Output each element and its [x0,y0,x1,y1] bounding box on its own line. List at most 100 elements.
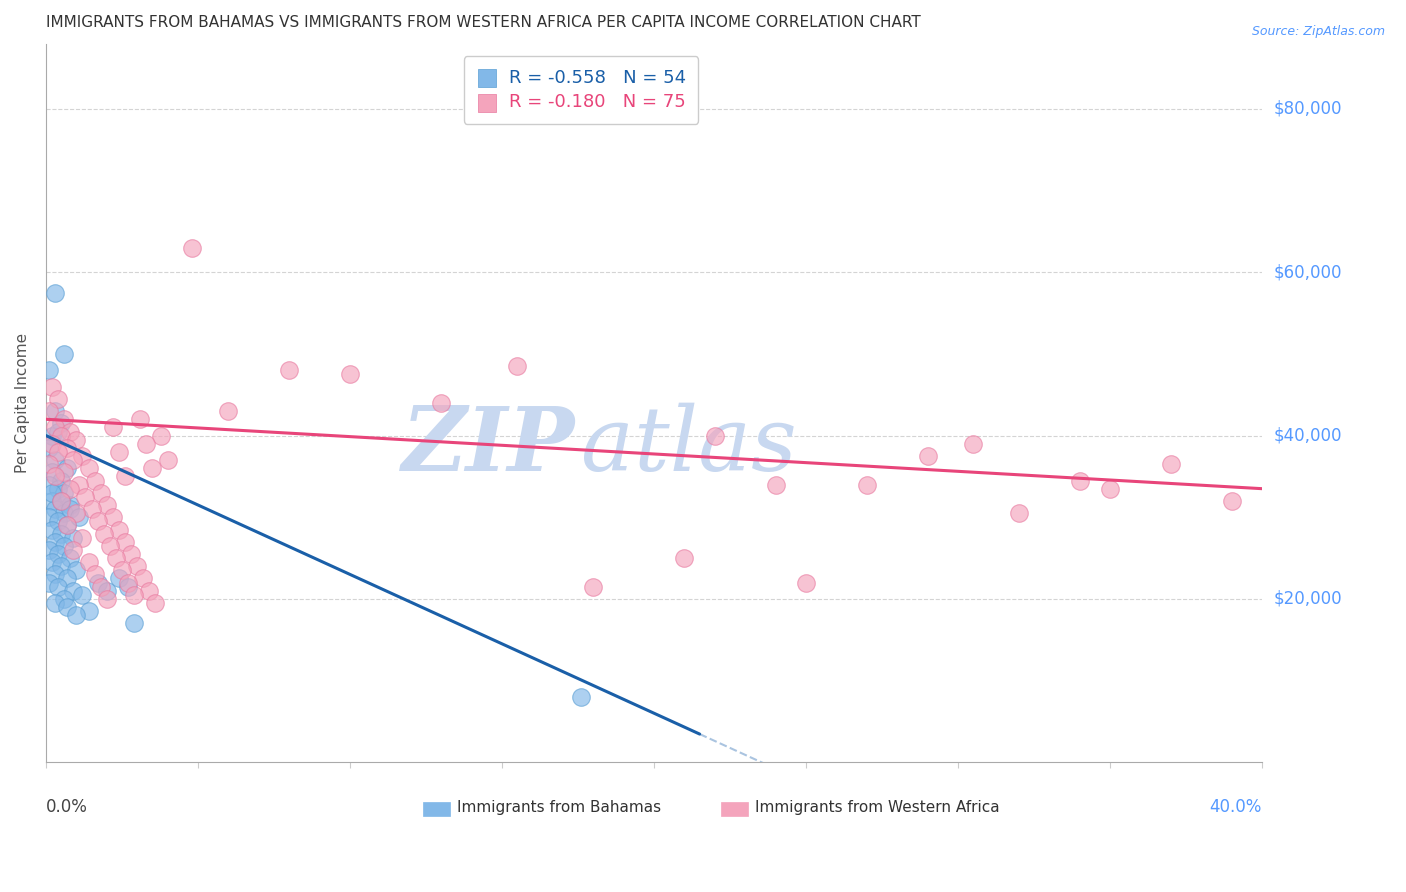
Point [67,477,90,491]
Point [38,404,60,418]
Point [278,363,301,377]
Point [72,531,94,545]
Point [86,514,108,528]
Point [339,368,361,382]
Point [41,523,63,537]
Text: 40.0%: 40.0% [1209,798,1263,816]
Point [80,502,103,516]
Point [41,494,63,508]
Text: $20,000: $20,000 [1274,590,1341,608]
Point [38,575,60,590]
Point [90,580,112,594]
Point [127,559,149,574]
Point [38,510,60,524]
Point [96,591,118,606]
Point [51,494,73,508]
Point [67,510,90,524]
Text: Source: ZipAtlas.com: Source: ZipAtlas.com [1251,25,1385,38]
Point [59,502,82,516]
Point [62,543,84,558]
Point [38,363,60,377]
Point [65,563,87,577]
Point [129,412,152,426]
Point [120,547,142,561]
Point [51,417,73,431]
Point [430,396,453,410]
Point [72,588,94,602]
Point [51,428,73,442]
Point [38,441,60,455]
Text: IMMIGRANTS FROM BAHAMAS VS IMMIGRANTS FROM WESTERN AFRICA PER CAPITA INCOME CORR: IMMIGRANTS FROM BAHAMAS VS IMMIGRANTS FR… [46,15,921,30]
Point [44,534,66,549]
Point [83,567,105,582]
Point [41,466,63,480]
Point [506,359,529,374]
Point [46,514,69,528]
Point [59,551,82,566]
Point [56,441,79,455]
Point [111,563,134,577]
Point [44,469,66,483]
Point [46,482,69,496]
Point [156,453,179,467]
Point [1099,482,1122,496]
Point [51,494,73,508]
Point [65,608,87,623]
Point [101,510,124,524]
Point [77,461,100,475]
Point [53,485,76,500]
Point [1160,457,1182,471]
Point [703,428,725,442]
Point [962,436,984,450]
Point [62,453,84,467]
Point [41,428,63,442]
Point [122,616,145,631]
Point [98,539,121,553]
Point [53,347,76,361]
Text: $60,000: $60,000 [1274,263,1341,281]
Y-axis label: Per Capita Income: Per Capita Income [15,333,30,473]
Point [46,445,69,459]
Point [765,477,787,491]
Point [38,477,60,491]
Point [582,580,605,594]
Point [46,425,69,439]
Text: Immigrants from Western Africa: Immigrants from Western Africa [755,800,1000,815]
Point [65,506,87,520]
Text: 0.0%: 0.0% [46,798,87,816]
Point [141,461,163,475]
Point [53,591,76,606]
Point [56,572,79,586]
Point [53,506,76,520]
Point [135,436,157,450]
Point [794,575,817,590]
Point [1069,474,1091,488]
Point [41,485,63,500]
Point [62,531,84,545]
Point [132,572,155,586]
Legend: R = -0.558   N = 54, R = -0.180   N = 75: R = -0.558 N = 54, R = -0.180 N = 75 [464,56,699,124]
Point [101,420,124,434]
Point [51,559,73,574]
Point [917,449,939,463]
Point [41,436,63,450]
Point [56,518,79,533]
Bar [721,802,748,816]
Point [59,498,82,512]
Point [51,526,73,541]
Point [44,596,66,610]
Point [108,523,131,537]
Point [122,588,145,602]
Point [114,469,136,483]
Point [83,474,105,488]
Point [51,474,73,488]
Point [72,449,94,463]
Point [44,285,66,300]
Point [114,534,136,549]
Text: $40,000: $40,000 [1274,426,1341,444]
Point [53,539,76,553]
Point [44,567,66,582]
Point [44,420,66,434]
Point [150,428,173,442]
Point [44,453,66,467]
